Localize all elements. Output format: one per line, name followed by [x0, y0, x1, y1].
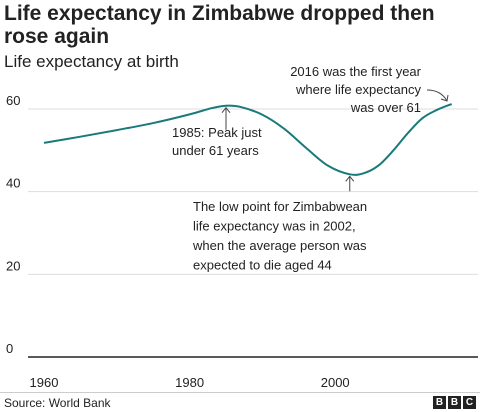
arrowhead-over61: [440, 94, 449, 102]
arrowhead-low: [345, 175, 355, 182]
gridlines: [28, 108, 478, 358]
annotation-text-low: expected to die aged 44: [193, 258, 332, 273]
logo-letter-b2: B: [448, 396, 461, 409]
bbc-logo: B B C: [433, 396, 476, 409]
logo-letter-c: C: [463, 396, 476, 409]
x-tick-label: 1980: [175, 375, 204, 390]
annotation-texts: 1985: Peak just under 61 years The low poi…: [172, 64, 422, 273]
logo-letter-b1: B: [433, 396, 446, 409]
source-note: Source: World Bank: [4, 396, 111, 410]
y-tick-label: 40: [6, 176, 20, 191]
annotation-arrows: [221, 89, 449, 192]
chart-title: Life expectancy in Zimbabwe dropped then…: [4, 2, 435, 48]
x-tick-label: 2000: [321, 375, 350, 390]
annotation-text-low: when the average person was: [192, 238, 367, 253]
series-layer: [43, 103, 453, 176]
annotation-text-low: life expectancy was in 2002,: [193, 219, 356, 234]
annotation-arrow-over61: [426, 89, 448, 102]
y-tick-labels: 0 20 40 60: [6, 93, 20, 356]
annotation-text-over61: where life expectancy: [295, 82, 422, 97]
arrowhead-peak: [221, 106, 231, 114]
annotation-text-over61: 2016 was the first year: [290, 64, 421, 79]
annotation-text-peak: under 61 years: [172, 143, 259, 158]
y-tick-label: 60: [6, 93, 20, 108]
annotation-text-over61: was over 61: [350, 100, 421, 115]
x-tick-labels: 1960 1980 2000: [30, 375, 350, 390]
annotation-text-low: The low point for Zimbabwean: [193, 199, 367, 214]
annotation-text-peak: 1985: Peak just: [172, 125, 262, 140]
series-line: [43, 103, 453, 176]
x-tick-label: 1960: [30, 375, 59, 390]
y-tick-label: 20: [6, 258, 20, 273]
footer-divider: [0, 392, 480, 393]
y-tick-label: 0: [6, 341, 13, 356]
chart-subtitle: Life expectancy at birth: [4, 52, 179, 71]
line-chart: 0 20 40 60 1960 1980 2000 1985: Peak just unde…: [6, 64, 478, 390]
